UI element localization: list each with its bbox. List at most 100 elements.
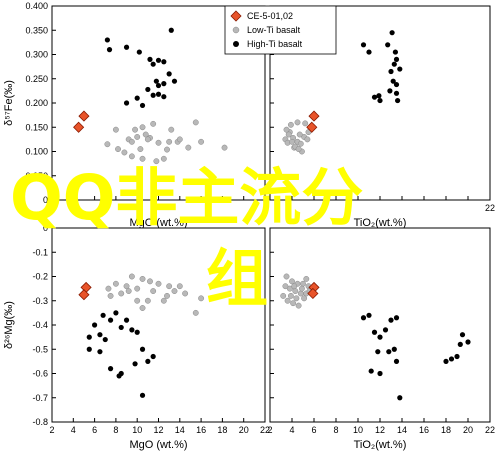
- high-ti-point: [397, 395, 403, 401]
- high-ti-point: [134, 95, 140, 101]
- high-ti-point: [97, 349, 103, 355]
- x-tick-label: 2: [49, 425, 54, 435]
- low-ti-point: [164, 292, 170, 299]
- legend-box: [224, 5, 337, 55]
- low-ti-point: [128, 273, 135, 280]
- low-ti-point: [290, 300, 297, 307]
- low-ti-point: [128, 153, 135, 160]
- x-tick-label: 4: [71, 425, 76, 435]
- x-tick-label: 22: [485, 203, 495, 213]
- low-ti-point: [287, 292, 294, 299]
- high-ti-point: [371, 94, 378, 100]
- y-tick-label: -0.2: [32, 272, 48, 282]
- high-ti-point: [395, 97, 401, 104]
- x-tick-label: 16: [419, 425, 429, 435]
- y-tick-label: -0.6: [32, 369, 48, 379]
- low-ti-point: [132, 126, 139, 133]
- x-tick-label: 20: [239, 425, 249, 435]
- low-ti-point: [134, 134, 141, 140]
- x-tick-label: 12: [375, 425, 385, 435]
- y-tick-label: 0.350: [25, 25, 48, 35]
- low-ti-point: [192, 119, 199, 126]
- low-ti-point: [221, 144, 228, 151]
- high-ti-point: [139, 392, 146, 398]
- y-tick-label: 0.200: [25, 98, 48, 108]
- high-ti-point: [371, 329, 378, 335]
- x-tick-label: 20: [463, 425, 473, 435]
- low-ti-point: [155, 139, 162, 146]
- ce-point: [306, 121, 318, 133]
- high-ti-point: [150, 61, 156, 67]
- low-ti-point: [303, 275, 310, 282]
- high-ti-point: [391, 61, 397, 67]
- y-tick-label: 0.100: [25, 147, 48, 157]
- low-ti-point: [137, 146, 144, 153]
- low-ti-point: [160, 297, 167, 304]
- low-ti-point: [283, 126, 290, 133]
- legend-marker-high-ti: [233, 41, 239, 47]
- ce-point: [73, 121, 85, 133]
- high-ti-point: [139, 346, 146, 352]
- high-ti-point: [368, 368, 374, 374]
- high-ti-point: [168, 27, 174, 33]
- x-axis-title: TiO₂(wt.%): [354, 439, 407, 451]
- legend: CE-5-01,02 Low-Ti basalt High-Ti basalt: [224, 5, 337, 55]
- legend-marker-low-ti: [232, 26, 240, 34]
- low-ti-point: [144, 136, 151, 143]
- high-ti-point: [123, 317, 130, 323]
- low-ti-point: [150, 288, 157, 294]
- high-ti-point: [155, 82, 162, 89]
- high-ti-point: [388, 317, 394, 323]
- legend-label: High-Ti basalt: [247, 39, 303, 49]
- x-tick-label: 6: [311, 425, 316, 435]
- low-ti-point: [285, 131, 292, 138]
- high-ti-point: [443, 358, 449, 364]
- low-ti-point: [118, 290, 125, 297]
- x-tick-label: 18: [217, 425, 227, 435]
- high-ti-point: [104, 37, 110, 43]
- low-ti-point: [142, 131, 149, 138]
- legend-label: Low-Ti basalt: [247, 25, 301, 35]
- low-ti-point: [112, 126, 119, 133]
- low-ti-point: [134, 285, 141, 292]
- high-ti-point: [97, 332, 103, 338]
- low-ti-point: [297, 140, 304, 147]
- low-ti-point: [150, 120, 157, 127]
- low-ti-point: [107, 292, 114, 299]
- high-ti-point: [136, 49, 142, 55]
- x-tick-label: 14: [175, 425, 185, 435]
- high-ti-point: [465, 339, 471, 345]
- high-ti-point: [393, 315, 400, 321]
- high-ti-point: [145, 86, 151, 93]
- high-ti-point: [393, 81, 400, 88]
- low-ti-point: [301, 295, 308, 302]
- high-ti-point: [106, 47, 113, 53]
- low-ti-point: [185, 144, 192, 151]
- x-tick-label: 6: [92, 425, 97, 435]
- low-ti-point: [160, 155, 167, 162]
- high-ti-point: [454, 353, 460, 360]
- high-ti-point: [92, 322, 98, 328]
- x-tick-label: 16: [196, 425, 206, 435]
- watermark-line-2: 组: [206, 242, 269, 315]
- low-ti-point: [139, 275, 146, 282]
- low-ti-point: [298, 285, 305, 292]
- low-ti-point: [147, 278, 153, 285]
- low-ti-point: [144, 297, 151, 304]
- high-ti-point: [123, 100, 130, 106]
- low-ti-point: [292, 288, 299, 294]
- low-ti-point: [289, 278, 295, 285]
- low-ti-point: [176, 283, 183, 290]
- high-ti-point: [129, 327, 135, 333]
- low-ti-point: [198, 138, 205, 145]
- high-ti-point: [132, 361, 138, 367]
- high-ti-point: [134, 329, 140, 335]
- low-ti-point: [297, 290, 304, 297]
- watermark-line-1: QQ非主流分: [10, 161, 364, 234]
- low-ti-point: [115, 146, 121, 153]
- high-ti-point: [391, 346, 397, 352]
- low-ti-point: [153, 158, 160, 165]
- high-ti-point: [376, 93, 382, 99]
- high-ti-point: [107, 317, 114, 323]
- y-tick-label: 0.150: [25, 122, 48, 132]
